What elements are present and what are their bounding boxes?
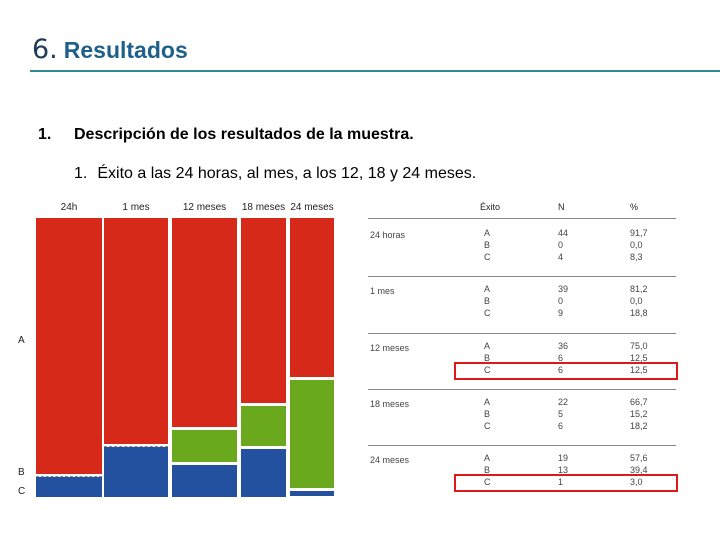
table-cell: C <box>484 421 491 431</box>
slide-title-text: Resultados <box>63 37 188 63</box>
mosaic-column-label: 24 meses <box>290 202 334 213</box>
table-cell: 8,3 <box>630 252 643 262</box>
slide-title-number: 6. <box>32 34 58 65</box>
table-cell: A <box>484 284 491 294</box>
mosaic-block-B <box>172 430 237 462</box>
table-cell: 6 <box>558 353 564 363</box>
table-group-label: 24 horas <box>370 230 406 240</box>
results-table: Éxito N% 24 horas A 44 91,7 B 0 0,0 C 4 8,3 1 mes A 39… <box>368 198 678 503</box>
mosaic-row-label-A: A <box>18 335 25 346</box>
table-group-label: 24 meses <box>370 455 410 465</box>
table-cell: 13 <box>558 465 569 475</box>
table-cell: 18,8 <box>630 308 648 318</box>
table-cell: 3,0 <box>630 477 643 487</box>
table-cell: 66,7 <box>630 397 648 407</box>
table-cell: 22 <box>558 397 569 407</box>
mosaic-block-A <box>172 218 237 427</box>
mosaic-column-label: 12 meses <box>182 202 227 213</box>
table-cell: C <box>484 308 491 318</box>
mosaic-row-label-C: C <box>18 486 26 497</box>
table-cell: 0 <box>558 296 564 306</box>
table-cell: 18,2 <box>630 421 648 431</box>
mosaic-block-C <box>241 449 286 497</box>
table-cell: B <box>484 409 491 419</box>
mosaic-block-C <box>290 491 334 496</box>
table-cell: 6 <box>558 365 564 375</box>
table-cell: 0,0 <box>630 240 643 250</box>
mosaic-plot: 24h 1 mes 12 meses 18 meses 24 meses <box>32 198 340 503</box>
mosaic-row-label-B: B <box>18 467 25 478</box>
table-rule <box>368 445 676 446</box>
table-cell: 12,5 <box>630 365 648 375</box>
mosaic-block-A <box>104 218 168 444</box>
list-item-level2-number: 1. <box>74 165 88 182</box>
mosaic-column-label: 1 mes <box>122 202 150 213</box>
table-cell: 1 <box>558 477 564 487</box>
table-cell: 4 <box>558 252 564 262</box>
table-cell: 39,4 <box>630 465 648 475</box>
mosaic-block-B <box>290 380 334 488</box>
table-cell: C <box>484 365 491 375</box>
table-cell: A <box>484 453 491 463</box>
mosaic-block-C <box>36 477 102 497</box>
table-cell: 91,7 <box>630 228 648 238</box>
mosaic-column-label: 18 meses <box>241 202 286 213</box>
table-cell: A <box>484 397 491 407</box>
table-cell: 44 <box>558 228 569 238</box>
mosaic-column-label: 24h <box>60 202 78 213</box>
table-header-cell: N <box>558 202 565 212</box>
table-cell: 19 <box>558 453 569 463</box>
mosaic-block-C <box>104 447 168 497</box>
list-item-level2-text: Éxito a las 24 horas, al mes, a los 12, … <box>97 165 477 182</box>
mosaic-block-C <box>172 465 237 497</box>
table-cell: A <box>484 341 491 351</box>
table-cell: C <box>484 252 491 262</box>
table-cell: 5 <box>558 409 564 419</box>
table-cell: 0,0 <box>630 296 643 306</box>
mosaic-empty-category-B <box>36 476 102 478</box>
slide-title: 6. Resultados <box>32 34 188 65</box>
table-cell: 81,2 <box>630 284 648 294</box>
list-item-level2: 1. Éxito a las 24 horas, al mes, a los 12… <box>74 165 476 183</box>
list-item-level1: 1. Descripción de los resultados de la m… <box>38 126 414 144</box>
table-cell: B <box>484 240 491 250</box>
highlight-box <box>454 474 678 492</box>
table-rule <box>368 276 676 277</box>
mosaic-block-B <box>241 406 286 446</box>
table-cell: B <box>484 465 491 475</box>
mosaic-block-A <box>290 218 334 377</box>
mosaic-block-A <box>36 218 102 474</box>
table-cell: 12,5 <box>630 353 648 363</box>
table-cell: B <box>484 296 491 306</box>
title-divider <box>30 70 720 72</box>
table-cell: 6 <box>558 421 564 431</box>
table-cell: 0 <box>558 240 564 250</box>
list-item-level1-text: Descripción de los resultados de la mues… <box>74 126 414 143</box>
list-item-level1-number: 1. <box>38 126 52 143</box>
table-cell: C <box>484 477 491 487</box>
table-group-label: 18 meses <box>370 399 410 409</box>
table-rule <box>368 389 676 390</box>
table-rule <box>368 218 676 219</box>
table-cell: 15,2 <box>630 409 648 419</box>
mosaic-empty-category-B <box>104 446 168 448</box>
table-cell: 57,6 <box>630 453 648 463</box>
table-cell: 39 <box>558 284 569 294</box>
table-cell: 9 <box>558 308 564 318</box>
table-header-cell: Éxito <box>480 202 501 212</box>
table-cell: 75,0 <box>630 341 648 351</box>
table-cell: B <box>484 353 491 363</box>
table-rule <box>368 333 676 334</box>
table-header-cell: % <box>630 202 639 212</box>
table-cell: A <box>484 228 491 238</box>
table-group-label: 12 meses <box>370 343 410 353</box>
table-group-label: 1 mes <box>370 286 395 296</box>
mosaic-block-A <box>241 218 286 403</box>
table-cell: 36 <box>558 341 569 351</box>
highlight-box <box>454 362 678 380</box>
